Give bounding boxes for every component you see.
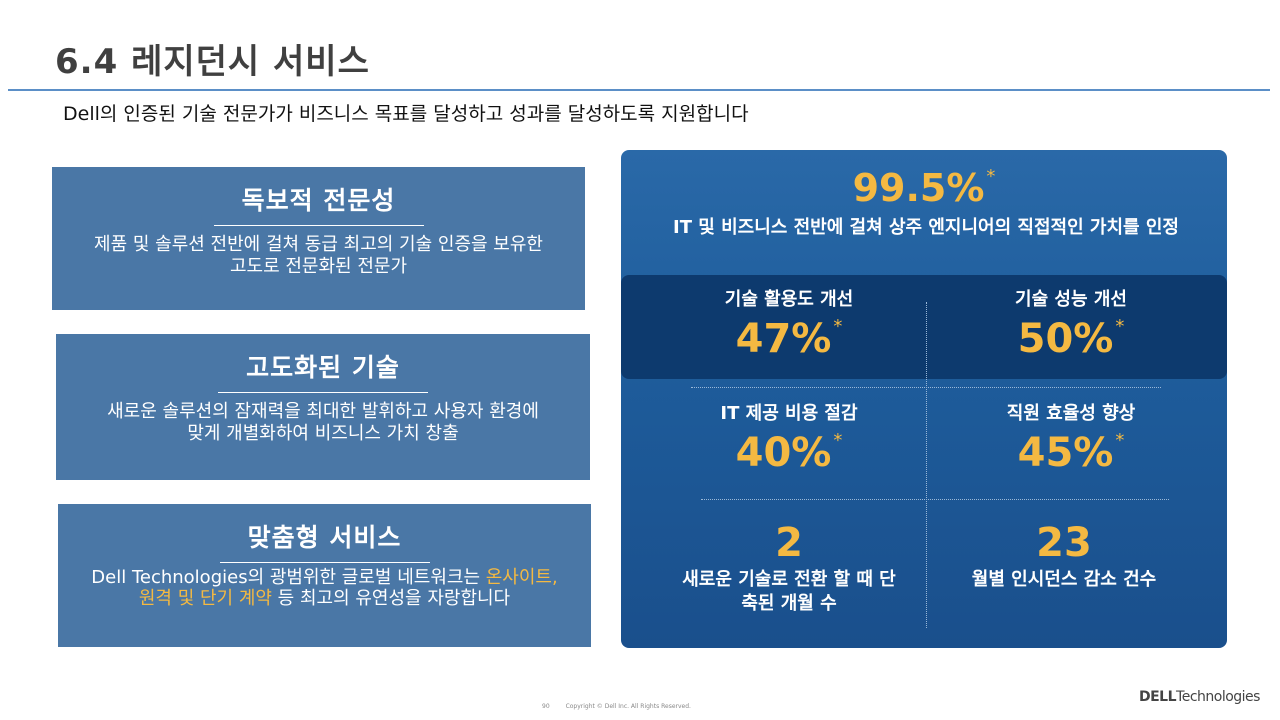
footnote-mark: * [1115,430,1125,451]
page-subtitle: Dell의 인증된 기술 전문가가 비즈니스 목표를 달성하고 성과를 달성하도… [63,103,749,125]
card-body: 새로운 솔루션의 잠재력을 최대한 발휘하고 사용자 환경에 맞게 개별화하여 … [107,401,539,444]
stat-value-text: 50% [1017,316,1114,362]
stat-value-text: 47% [735,316,832,362]
page-number: 90 [542,703,550,710]
copyright-text: Copyright © Dell Inc. All Rights Reserve… [565,703,691,710]
card-expertise: 독보적 전문성 제품 및 솔루션 전반에 걸쳐 동급 최고의 기술 인증을 보유… [52,167,585,310]
stats-panel: 99.5% * IT 및 비즈니스 전반에 걸쳐 상주 엔지니어의 직접적인 가치… [621,150,1227,648]
headline-value-text: 99.5% [852,166,985,210]
row-divider [701,499,1169,500]
stat-label-staff-efficiency: 직원 효율성 향상 [1006,403,1136,424]
brand-rest: Technologies [1176,689,1260,705]
stat-value-transition-months: 2 [775,520,803,566]
title-divider [8,89,1270,91]
highlight-band [621,275,1227,379]
card-divider [218,392,428,393]
stat-value-tech-performance: 50% * [926,316,1216,362]
dell-technologies-logo: DELLTechnologies [1139,689,1260,705]
stat-label-incident-reduction: 월별 인시던스 감소 건수 [971,569,1157,590]
card-body-text: Dell Technologies의 광범위한 글로벌 네트워크는 [91,567,486,588]
stat-value-it-cost: 40% * [621,430,957,476]
stat-value-tech-utilization: 47% * [621,316,957,362]
column-divider [926,302,927,628]
card-title: 독보적 전문성 [241,186,396,215]
stat-value-staff-efficiency: 45% * [926,430,1216,476]
card-title: 고도화된 기술 [246,353,400,382]
card-advanced-tech: 고도화된 기술 새로운 솔루션의 잠재력을 최대한 발휘하고 사용자 환경에 맞… [56,334,590,480]
headline-stat-label: IT 및 비즈니스 전반에 걸쳐 상주 엔지니어의 직접적인 가치를 인정 [673,217,1179,238]
stat-value-incident-reduction: 23 [1036,520,1092,566]
footnote-mark: * [833,430,843,451]
stat-label-transition-months: 새로운 기술로 전환 할 때 단축된 개월 수 [682,569,896,614]
card-custom-service: 맞춤형 서비스 Dell Technologies의 광범위한 글로벌 네트워크… [58,504,591,647]
card-divider [213,225,424,226]
card-title: 맞춤형 서비스 [247,523,402,552]
card-body: Dell Technologies의 광범위한 글로벌 네트워크는 온사이트, … [58,567,591,609]
stat-label-tech-utilization: 기술 활용도 개선 [724,289,854,310]
card-body-highlight: 온사이트, 원격 및 단기 계약 [138,567,558,609]
headline-stat-value: 99.5% * [621,166,1227,210]
card-body: 제품 및 솔루션 전반에 걸쳐 동급 최고의 기술 인증을 보유한 고도로 전문… [94,234,543,277]
stat-value-text: 40% [735,430,832,476]
card-body-text: 등 최고의 유연성을 자랑합니다 [271,588,511,609]
stat-label-it-cost: IT 제공 비용 절감 [720,403,858,424]
stat-value-text: 45% [1017,430,1114,476]
row-divider [691,387,1161,388]
footer: 90 Copyright © Dell Inc. All Rights Rese… [542,703,705,710]
card-divider [219,562,430,563]
brand-bold: DELL [1139,689,1177,705]
footnote-mark: * [1115,316,1125,337]
stat-label-tech-performance: 기술 성능 개선 [1015,289,1127,310]
footnote-mark: * [986,166,996,187]
footnote-mark: * [833,316,843,337]
page-title: 6.4 레지던시 서비스 [55,42,370,82]
